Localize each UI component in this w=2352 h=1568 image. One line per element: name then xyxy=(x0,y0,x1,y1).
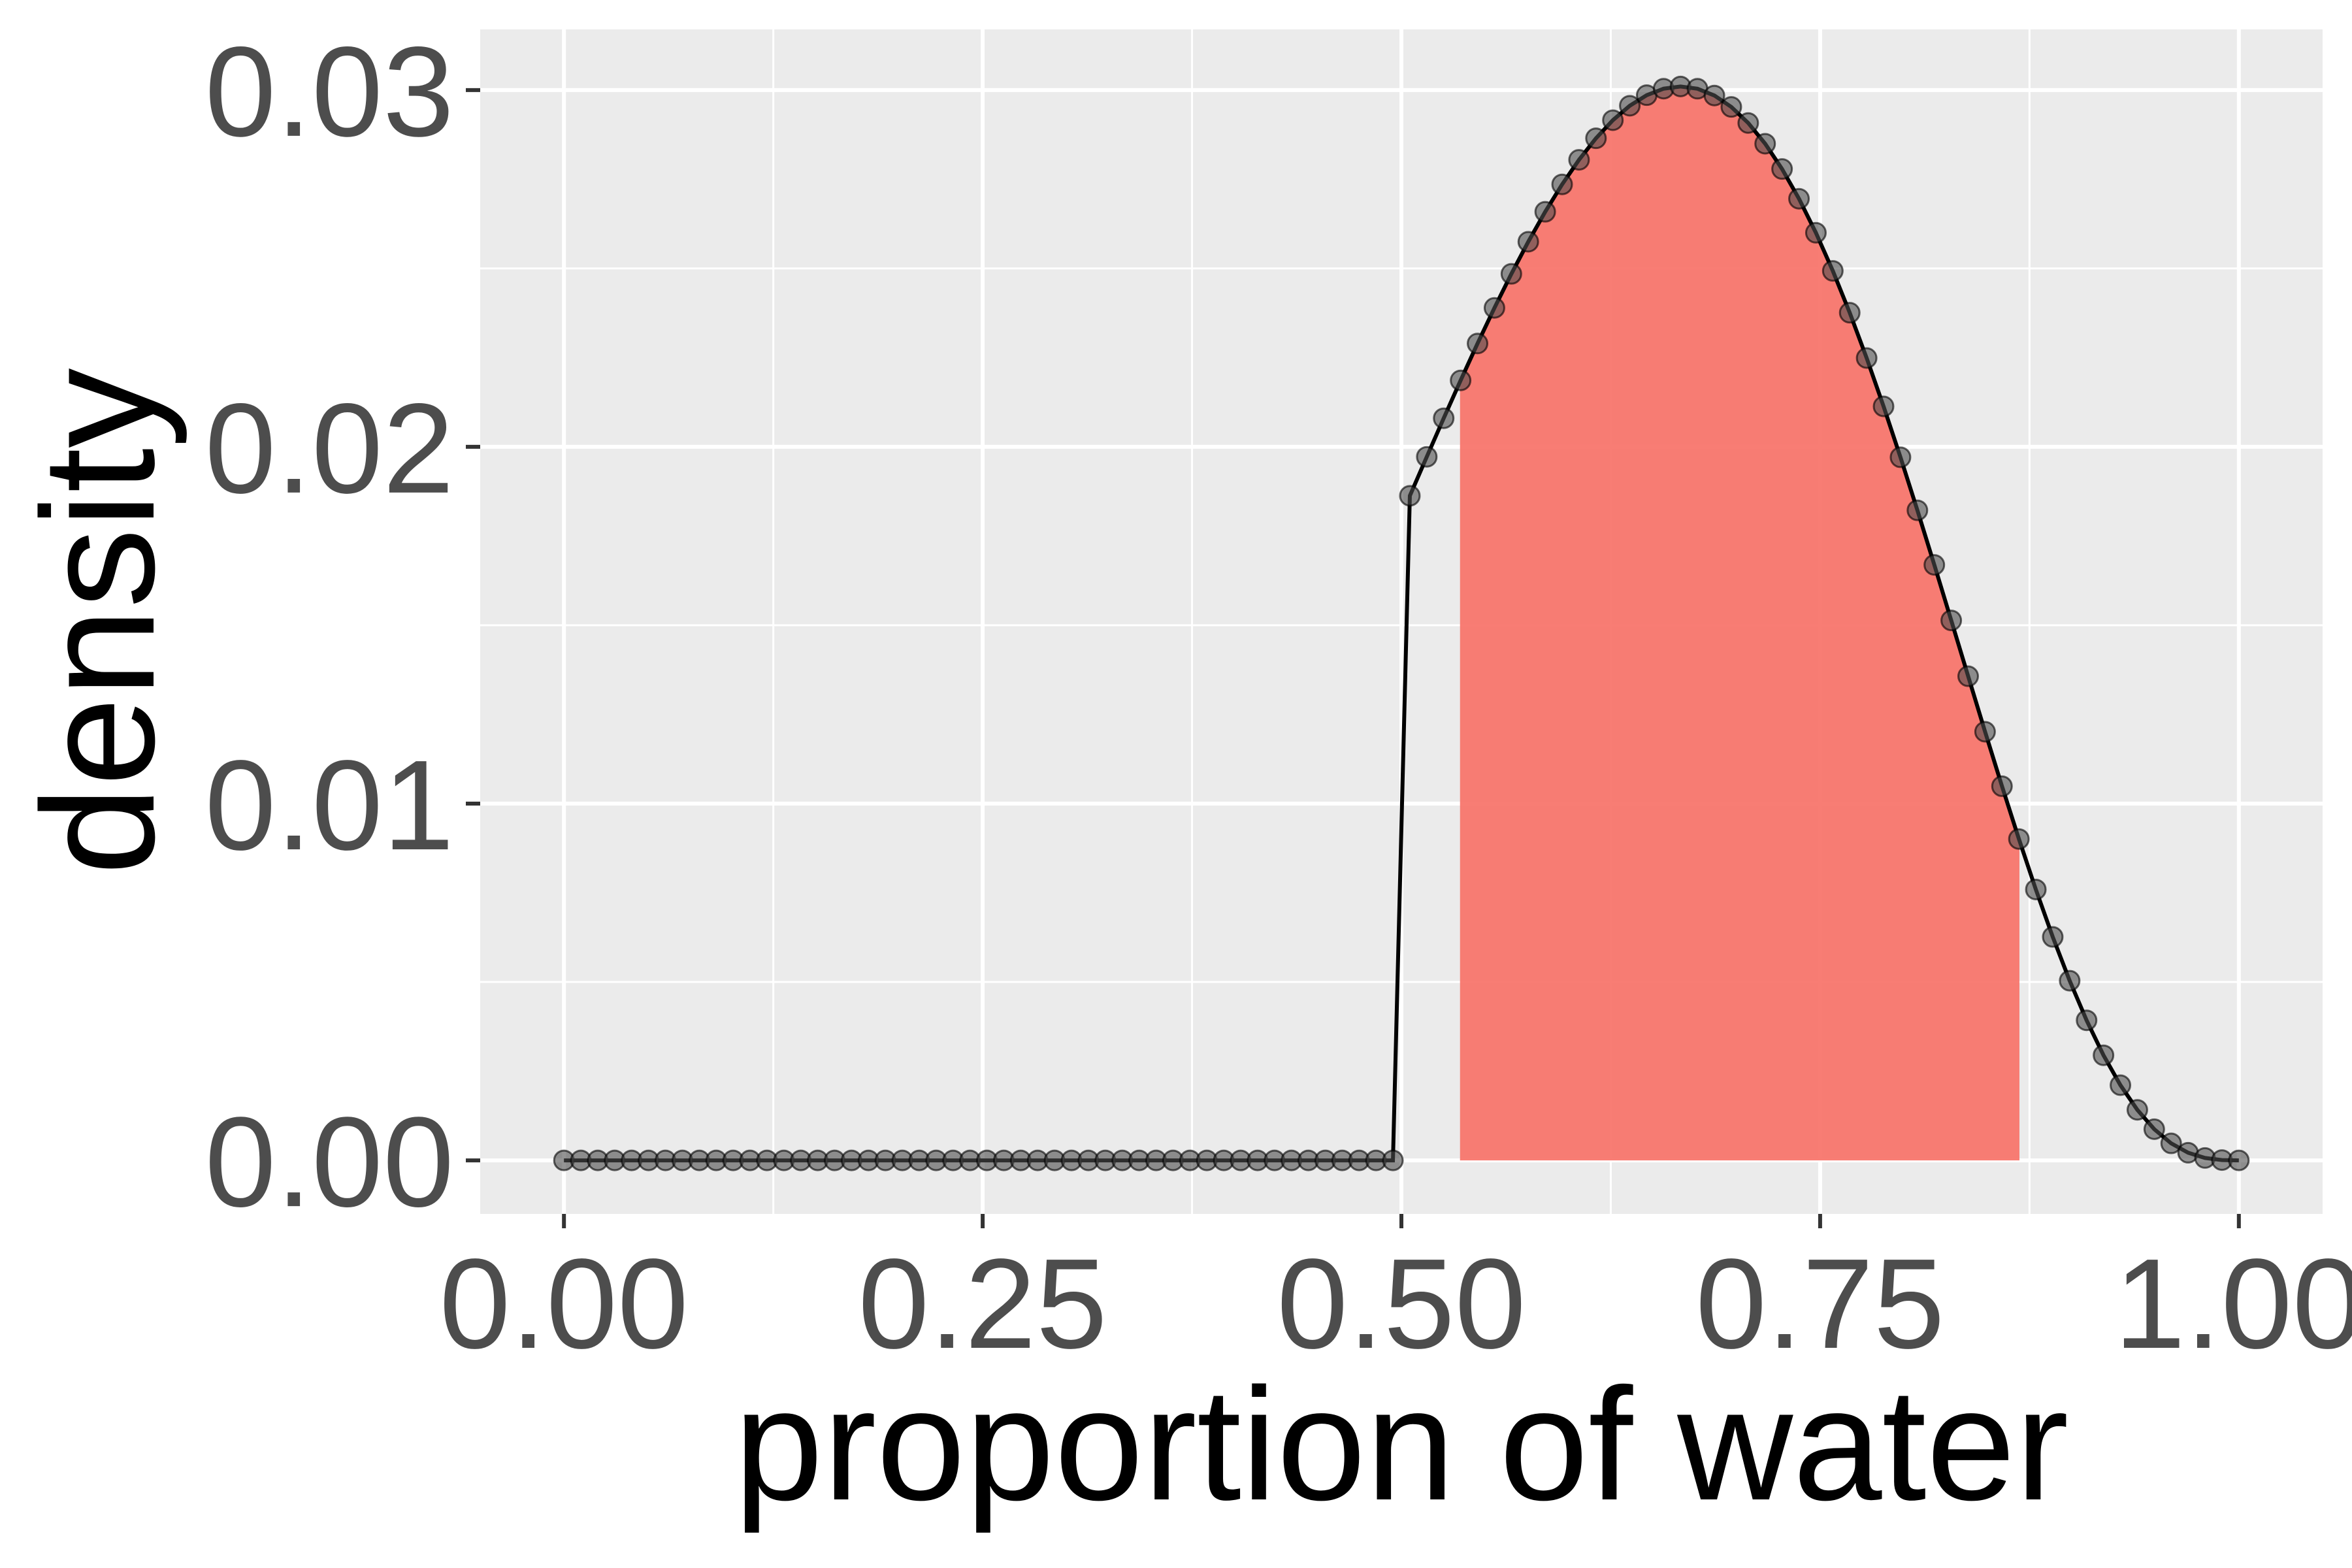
y-tick-label: 0.00 xyxy=(205,1090,454,1233)
x-tick-label: 1.00 xyxy=(2114,1232,2352,1375)
data-point xyxy=(1872,395,1895,417)
data-point xyxy=(2228,1149,2250,1171)
data-point xyxy=(1737,112,1759,134)
data-point xyxy=(1467,333,1489,355)
data-point xyxy=(1889,446,1912,468)
data-point xyxy=(1433,407,1455,429)
data-point xyxy=(2008,828,2030,850)
data-point xyxy=(1500,263,1522,285)
data-point xyxy=(2143,1118,2165,1140)
data-point xyxy=(1855,347,1878,369)
data-point xyxy=(1974,721,1996,743)
data-point xyxy=(1821,260,1844,282)
data-point xyxy=(1703,84,1725,106)
data-point xyxy=(2042,926,2064,948)
data-point xyxy=(1602,109,1624,131)
data-point xyxy=(1450,369,1472,391)
data-point xyxy=(2110,1074,2132,1096)
data-point xyxy=(1551,173,1573,195)
data-point xyxy=(1957,665,1979,687)
data-point xyxy=(1923,554,1946,576)
data-point xyxy=(1619,95,1641,117)
data-point xyxy=(1940,610,1963,632)
data-point xyxy=(1720,96,1742,118)
data-point xyxy=(1788,188,1810,210)
y-tick-label: 0.02 xyxy=(205,377,454,520)
x-axis-title: proportion of water xyxy=(734,1354,2069,1533)
data-point xyxy=(1771,158,1793,180)
data-point xyxy=(2025,878,2047,900)
y-tick-label: 0.01 xyxy=(205,734,454,877)
data-point xyxy=(1754,133,1776,155)
data-point xyxy=(2160,1132,2182,1154)
data-point xyxy=(1416,446,1438,468)
data-point xyxy=(1805,221,1827,244)
y-tick-label: 0.03 xyxy=(205,20,454,163)
density-points xyxy=(553,75,2250,1171)
x-tick-label: 0.25 xyxy=(858,1232,1107,1375)
data-point xyxy=(1568,149,1590,171)
data-point xyxy=(1534,201,1556,223)
data-point xyxy=(1838,302,1861,324)
data-point xyxy=(2093,1044,2115,1066)
y-axis: 0.00 0.01 0.02 0.03 xyxy=(205,20,480,1233)
x-tick-label: 0.50 xyxy=(1277,1232,1526,1375)
shaded-credible-interval xyxy=(1460,86,2019,1161)
data-point xyxy=(2059,970,2081,992)
data-point xyxy=(1483,297,1505,319)
data-point xyxy=(1382,1149,1404,1171)
x-tick-label: 0.75 xyxy=(1695,1232,1944,1375)
data-point xyxy=(1517,231,1539,253)
y-axis-title: density xyxy=(8,368,188,875)
data-point xyxy=(1906,499,1929,521)
x-axis: 0.00 0.25 0.50 0.75 1.00 xyxy=(439,1214,2352,1375)
data-point xyxy=(2126,1099,2148,1121)
x-tick-label: 0.00 xyxy=(439,1232,688,1375)
data-point xyxy=(1991,775,2013,797)
data-point xyxy=(1585,127,1607,150)
data-point xyxy=(1399,485,1421,507)
data-point xyxy=(2076,1009,2098,1032)
